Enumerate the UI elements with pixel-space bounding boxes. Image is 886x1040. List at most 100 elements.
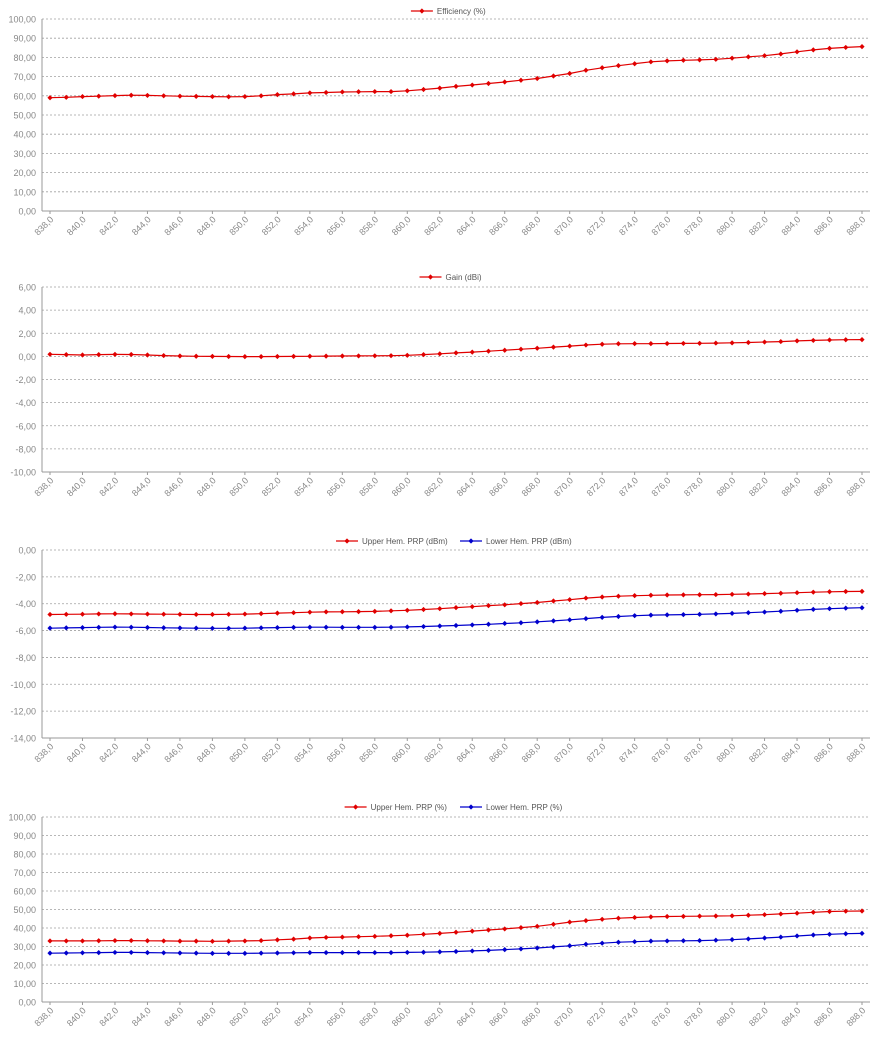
data-point [242,354,248,360]
x-tick-label: 878,0 [682,741,705,764]
x-tick-label: 868,0 [520,214,543,237]
x-tick-label: 870,0 [552,475,575,498]
data-point [226,950,232,956]
data-point [680,913,686,919]
data-point [372,608,378,614]
data-point [79,93,86,100]
data-point [843,588,849,595]
x-tick-label: 850,0 [227,475,250,498]
data-point [420,931,427,937]
data-point [47,938,53,944]
x-tick-label: 872,0 [585,741,608,764]
data-point [534,599,540,606]
x-tick-label: 876,0 [650,214,673,237]
data-point [680,611,686,618]
data-point [567,943,573,949]
x-tick-label: 868,0 [520,741,543,764]
data-point [518,600,524,607]
y-tick-label: 10,00 [13,187,36,197]
x-tick-label: 856,0 [325,741,348,764]
x-tick-label: 842,0 [97,1005,120,1028]
data-point [291,624,297,630]
x-tick-label: 846,0 [162,1005,185,1028]
data-point [550,73,557,79]
data-point [420,86,427,93]
data-point [583,616,589,622]
data-point [420,949,427,955]
x-tick-label: 876,0 [650,1005,673,1028]
data-point [372,933,378,939]
data-point [323,934,329,941]
data-point [632,593,638,599]
data-point [274,950,280,956]
x-tick-label: 874,0 [617,741,640,764]
data-point [632,61,638,67]
data-point [420,606,427,613]
x-tick-label: 844,0 [130,475,153,498]
y-tick-label: 4,00 [18,306,36,316]
data-point [307,935,313,941]
data-point [437,623,443,629]
data-point [615,63,621,69]
data-point [96,611,102,617]
data-point [469,82,475,88]
data-point [193,938,199,944]
data-point [96,950,102,956]
data-point [79,611,86,617]
x-tick-label: 848,0 [195,214,218,237]
data-point [144,92,151,99]
data-point [388,624,394,630]
data-point [193,625,199,631]
data-point [355,609,362,615]
data-point [177,611,183,617]
data-point [258,937,264,944]
y-tick-label: -6,00 [15,626,36,636]
data-point [420,352,427,358]
y-tick-label: 20,00 [13,961,36,971]
data-point [485,947,492,953]
y-tick-label: 70,00 [13,72,36,82]
data-point [404,352,410,358]
x-tick-label: 854,0 [292,475,315,498]
y-tick-label: 90,00 [13,831,36,841]
data-point [469,604,475,610]
x-tick-label: 884,0 [779,214,802,237]
x-tick-label: 880,0 [714,741,737,764]
data-point [697,592,703,598]
data-point [404,932,410,938]
data-point [794,590,800,596]
x-tick-label: 846,0 [162,475,185,498]
data-point [437,930,443,936]
data-point [226,94,232,100]
data-point [209,625,215,631]
data-point [96,938,102,944]
data-point [209,93,215,100]
y-tick-label: 90,00 [13,34,36,44]
data-point [355,934,362,940]
data-point [177,938,183,944]
x-tick-label: 842,0 [97,475,120,498]
x-tick-label: 854,0 [292,214,315,237]
x-tick-label: 862,0 [422,214,445,237]
data-point [144,624,151,631]
data-point [355,353,362,359]
data-point [453,948,459,955]
data-point [404,607,410,613]
x-tick-label: 882,0 [747,741,770,764]
x-tick-label: 888,0 [844,741,867,764]
data-point [161,950,167,956]
data-point [274,353,280,360]
x-tick-label: 878,0 [682,1005,705,1028]
data-point [339,934,345,940]
data-point [518,946,524,952]
y-tick-label: -4,00 [15,599,36,609]
data-point [307,353,313,359]
y-tick-label: 100,00 [8,15,36,25]
data-point [826,337,833,343]
data-point [209,938,215,944]
data-point [323,89,329,96]
data-point [550,344,557,350]
y-tick-label: 50,00 [13,111,36,121]
x-tick-label: 856,0 [325,1005,348,1028]
y-tick-label: 100,00 [8,813,36,823]
